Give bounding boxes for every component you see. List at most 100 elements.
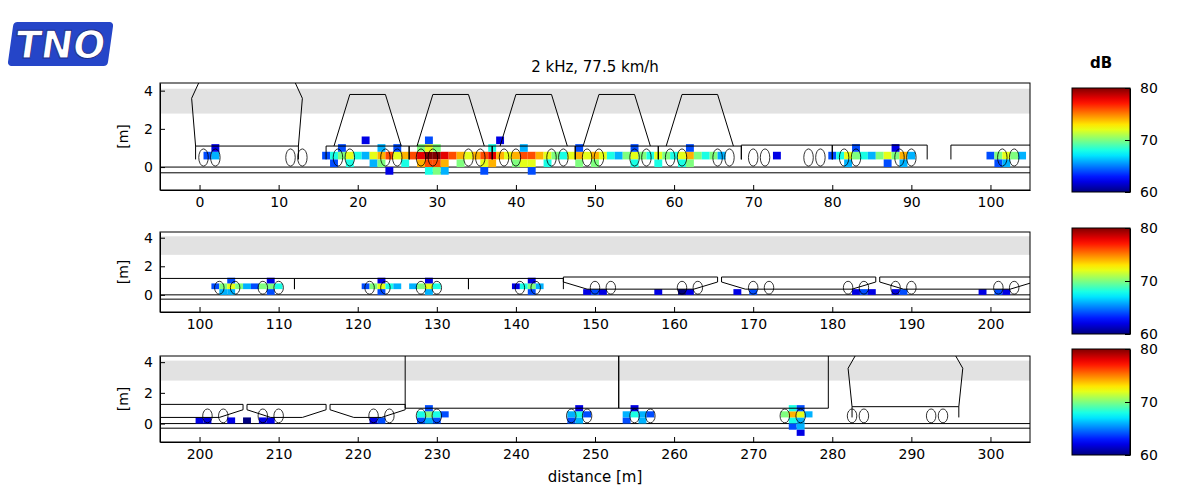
x-tick-mark bbox=[595, 307, 596, 312]
wheel bbox=[998, 149, 1007, 166]
wheel bbox=[369, 409, 378, 423]
wheel bbox=[994, 281, 1003, 294]
wheel bbox=[713, 149, 722, 166]
x-axis-line bbox=[161, 190, 1031, 191]
x-axis-title: distance [m] bbox=[548, 468, 643, 486]
heat-cell bbox=[884, 159, 892, 167]
heat-cell bbox=[900, 289, 908, 295]
vehicle-outline bbox=[583, 94, 650, 146]
colorbar-tick: 70 bbox=[1125, 273, 1158, 289]
vehicle-outline bbox=[405, 356, 619, 408]
wheel bbox=[211, 149, 220, 166]
heat-cell bbox=[385, 167, 393, 175]
heat-cell bbox=[251, 283, 259, 289]
x-axis: 0102030405060708090100 bbox=[161, 185, 1031, 210]
x-tick: 210 bbox=[266, 437, 293, 462]
colorbar-tick-mark bbox=[1125, 228, 1130, 229]
plot-frame bbox=[160, 232, 1030, 312]
heat-cell bbox=[623, 417, 631, 423]
vehicle-outline bbox=[409, 146, 492, 159]
heat-cell bbox=[615, 152, 623, 160]
y-tick-label: 2 bbox=[144, 258, 153, 274]
x-tick-mark bbox=[279, 185, 280, 190]
colorbar-title: dB bbox=[1090, 54, 1112, 72]
heat-cell bbox=[575, 144, 583, 152]
x-tick: 280 bbox=[819, 437, 846, 462]
heat-cell bbox=[275, 283, 283, 289]
rail bbox=[160, 428, 1030, 429]
rail bbox=[160, 423, 1030, 424]
heat-cell bbox=[639, 417, 647, 423]
rail bbox=[160, 299, 1030, 300]
colorbar-axis: 607080 bbox=[1125, 341, 1158, 463]
logo-text: TNO bbox=[12, 23, 108, 67]
vehicle-flat bbox=[294, 278, 468, 294]
heat-cell bbox=[575, 152, 583, 160]
heat-cell bbox=[702, 152, 710, 160]
heat-cell bbox=[425, 144, 433, 152]
wheel bbox=[606, 281, 615, 294]
wheel bbox=[760, 149, 769, 166]
x-tick: 40 bbox=[507, 185, 525, 210]
colorbar-tick-mark bbox=[1125, 88, 1130, 89]
colorbar-tick-mark bbox=[1125, 349, 1130, 350]
vehicle-hopper bbox=[575, 94, 658, 166]
y-tick: 2 bbox=[144, 385, 165, 401]
y-tick: 4 bbox=[144, 354, 165, 370]
wheel bbox=[333, 149, 342, 166]
wheel bbox=[432, 409, 441, 423]
vehicle-outline bbox=[160, 404, 243, 417]
x-tick-mark bbox=[358, 437, 359, 442]
x-tick: 200 bbox=[187, 437, 214, 462]
wheel bbox=[416, 281, 425, 294]
vehicle-well bbox=[330, 404, 405, 422]
x-tick-label: 230 bbox=[424, 446, 451, 462]
heat-cell bbox=[417, 152, 425, 160]
heat-cell bbox=[567, 152, 575, 160]
colorbar-tick-label: 60 bbox=[1140, 447, 1158, 463]
vehicle-hopper bbox=[326, 94, 409, 166]
colorbar-tick-mark bbox=[1125, 281, 1130, 282]
x-tick-label: 300 bbox=[978, 446, 1005, 462]
x-tick-label: 30 bbox=[428, 194, 446, 210]
wheel bbox=[298, 149, 307, 166]
x-tick: 300 bbox=[978, 437, 1005, 462]
x-tick: 250 bbox=[582, 437, 609, 462]
vehicle-well bbox=[247, 404, 326, 422]
x-tick-label: 240 bbox=[503, 446, 530, 462]
colorbar-tick-label: 70 bbox=[1140, 132, 1158, 148]
wheel bbox=[630, 409, 639, 423]
vehicle-loco bbox=[847, 356, 962, 423]
x-tick: 30 bbox=[428, 185, 446, 210]
y-axis-title: [m] bbox=[115, 124, 131, 149]
y-tick-label: 2 bbox=[144, 121, 153, 137]
y-tick: 4 bbox=[144, 230, 165, 246]
x-tick-mark bbox=[279, 307, 280, 312]
heat-cell bbox=[575, 411, 583, 417]
heat-cell bbox=[362, 137, 370, 145]
vehicle-outline bbox=[334, 94, 401, 146]
plot-area bbox=[160, 83, 1030, 175]
y-tick-mark bbox=[160, 295, 165, 296]
x-tick: 240 bbox=[503, 437, 530, 462]
x-tick-mark bbox=[911, 185, 912, 190]
vehicle-flat bbox=[160, 278, 294, 294]
colorbar-axis: 607080 bbox=[1125, 220, 1158, 342]
x-tick-mark bbox=[516, 185, 517, 190]
wheel bbox=[816, 149, 825, 166]
heat-cell bbox=[243, 283, 251, 289]
heat-cell bbox=[805, 411, 813, 417]
x-tick-label: 40 bbox=[507, 194, 525, 210]
heat-cell bbox=[789, 424, 797, 430]
x-tick-mark bbox=[200, 185, 201, 190]
heat-cell bbox=[441, 411, 449, 417]
y-tick-mark bbox=[160, 238, 165, 239]
heat-cell bbox=[488, 159, 496, 167]
heat-cell bbox=[425, 289, 433, 295]
x-tick-mark bbox=[358, 185, 359, 190]
wheel bbox=[274, 281, 283, 294]
heat-cell bbox=[536, 152, 544, 160]
y-axis-line bbox=[160, 233, 161, 313]
heat-cell bbox=[354, 152, 362, 160]
y-tick-label: 4 bbox=[144, 83, 153, 99]
